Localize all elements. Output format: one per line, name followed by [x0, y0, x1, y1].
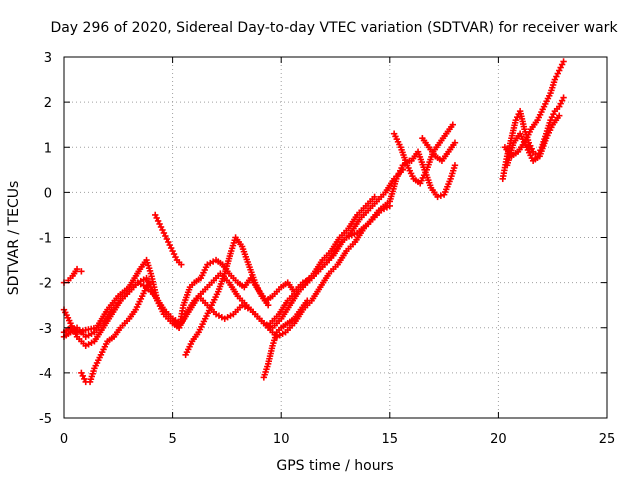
data-point: [437, 192, 445, 199]
y-tick-label: 3: [44, 51, 52, 66]
data-point: [556, 112, 563, 119]
data-point: [304, 297, 311, 304]
y-axis-ticks: -5 -4 -3 -2 -1 0 1 2 3: [39, 51, 607, 427]
y-tick-label: -3: [39, 322, 52, 337]
y-tick-label: 1: [44, 141, 52, 156]
x-axis-ticks: 0 5 10 15 20 25: [60, 57, 615, 447]
x-tick-label: 15: [382, 432, 399, 447]
x-tick-label: 25: [599, 432, 616, 447]
x-tick-label: 0: [60, 432, 68, 447]
x-tick-label: 20: [490, 432, 507, 447]
data-point: [451, 162, 459, 169]
data-point: [434, 193, 441, 201]
data-point: [178, 261, 185, 268]
data-point: [560, 94, 567, 101]
y-tick-label: -5: [39, 412, 52, 427]
x-tick-label: 5: [168, 432, 176, 447]
plot-frame: [63, 56, 608, 419]
data-point: [449, 121, 456, 128]
data-point: [264, 301, 272, 309]
y-tick-label: -1: [39, 232, 52, 247]
chart-title: Day 296 of 2020, Sidereal Day-to-day VTE…: [50, 20, 618, 36]
y-tick-label: 2: [44, 96, 52, 111]
data-point: [386, 202, 393, 210]
data-point: [78, 268, 85, 275]
x-axis-label: GPS time / hours: [276, 458, 393, 474]
y-tick-label: 0: [44, 186, 52, 201]
grid: [64, 57, 607, 418]
y-tick-label: -4: [39, 367, 52, 382]
data-point: [371, 193, 378, 201]
data-point: [560, 58, 567, 65]
y-axis-label: SDTVAR / TECUs: [6, 181, 22, 296]
x-tick-label: 10: [273, 432, 290, 447]
data-point: [451, 139, 459, 146]
data-point: [399, 166, 407, 174]
data-points: [60, 58, 567, 386]
data-point: [73, 265, 81, 273]
y-tick-label: -2: [39, 277, 52, 292]
data-point: [145, 279, 152, 286]
